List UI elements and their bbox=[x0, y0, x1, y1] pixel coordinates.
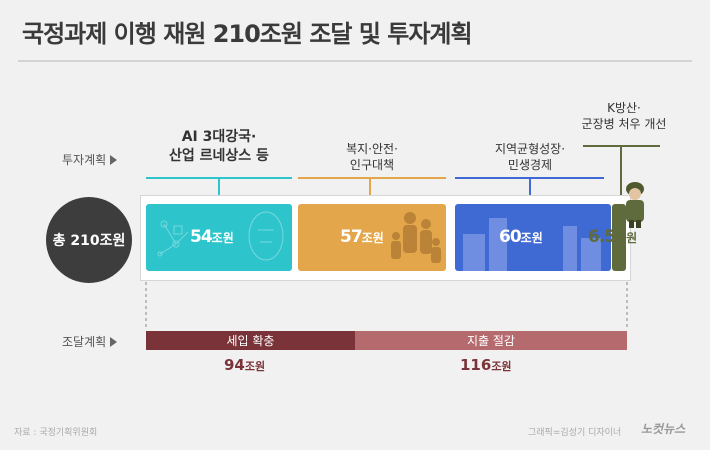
credit-text: 그래픽=김성기 디자이너 bbox=[528, 428, 622, 438]
funding-value-spending-cut: 116조원 bbox=[460, 356, 512, 374]
bar-value-welfare-number: 57 bbox=[340, 227, 363, 247]
family-icon bbox=[391, 212, 441, 263]
funding-value-revenue-unit: 조원 bbox=[244, 360, 266, 373]
cityscape-icon bbox=[463, 218, 601, 271]
bar-segment-region: 60조원 bbox=[455, 204, 611, 271]
bar-value-ai: 54조원 bbox=[190, 227, 234, 247]
bar-value-ai-unit: 조원 bbox=[211, 231, 234, 245]
bar-value-region: 60조원 bbox=[499, 227, 543, 247]
category-label-region: 지역균형성장· 민생경제 bbox=[455, 141, 605, 173]
bar-value-region-number: 60 bbox=[499, 227, 522, 247]
category-label-region-line1: 지역균형성장· bbox=[494, 142, 566, 156]
ai-network-icon bbox=[157, 211, 284, 261]
title-divider bbox=[18, 60, 692, 62]
bar-value-defense-unit: 조원 bbox=[615, 231, 638, 245]
bar-value-defense: 6.5조원 bbox=[588, 227, 637, 247]
bar-value-ai-number: 54 bbox=[190, 227, 213, 247]
category-label-region-line2: 민생경제 bbox=[507, 158, 553, 173]
category-label-welfare: 복지·안전· 인구대책 bbox=[298, 141, 446, 173]
invest-label-text: 투자계획 bbox=[62, 153, 107, 167]
triangle-right-icon bbox=[110, 155, 118, 165]
bar-value-defense-number: 6.5 bbox=[588, 227, 616, 247]
soldier-icon bbox=[626, 182, 644, 228]
category-label-ai: AI 3대강국· 산업 르네상스 등 bbox=[146, 128, 292, 166]
total-circle: 총 210조원 bbox=[46, 197, 132, 283]
funding-value-spending-cut-number: 116 bbox=[460, 356, 492, 374]
bar-segment-defense bbox=[612, 204, 626, 271]
triangle-right-icon bbox=[110, 337, 118, 347]
bar-value-region-unit: 조원 bbox=[520, 231, 543, 245]
fund-row-label: 조달계획 bbox=[62, 333, 118, 350]
source-text: 자료 : 국정기획위원회 bbox=[14, 428, 98, 438]
funding-value-revenue: 94조원 bbox=[224, 356, 265, 374]
category-label-ai-line1: AI 3대강국· bbox=[181, 129, 257, 145]
funding-value-spending-cut-unit: 조원 bbox=[491, 360, 512, 373]
invest-row-label: 투자계획 bbox=[62, 151, 118, 168]
page-title: 국정과제 이행 재원 210조원 조달 및 투자계획 bbox=[22, 20, 473, 48]
category-label-ai-line2: 산업 르네상스 등 bbox=[169, 147, 269, 164]
fund-label-text: 조달계획 bbox=[62, 335, 107, 349]
nocut-news-logo: 노컷뉴스 bbox=[641, 422, 686, 436]
category-label-welfare-line2: 인구대책 bbox=[349, 158, 395, 173]
bar-segment-welfare: 57조원 bbox=[298, 204, 446, 271]
bar-segment-ai: 54조원 bbox=[146, 204, 292, 271]
category-label-defense-line1: K방산· bbox=[607, 101, 641, 115]
category-label-defense-line2: 군장병 처우 개선 bbox=[581, 117, 667, 132]
category-label-defense: K방산· 군장병 처우 개선 bbox=[568, 100, 680, 132]
category-label-welfare-line1: 복지·안전· bbox=[346, 142, 398, 156]
bar-value-welfare-unit: 조원 bbox=[361, 231, 384, 245]
bar-value-welfare: 57조원 bbox=[340, 227, 384, 247]
funding-bar-spending-cut: 지출 절감 bbox=[355, 331, 627, 350]
funding-value-revenue-number: 94 bbox=[224, 356, 245, 374]
funding-bar-revenue: 세입 확충 bbox=[146, 331, 355, 350]
